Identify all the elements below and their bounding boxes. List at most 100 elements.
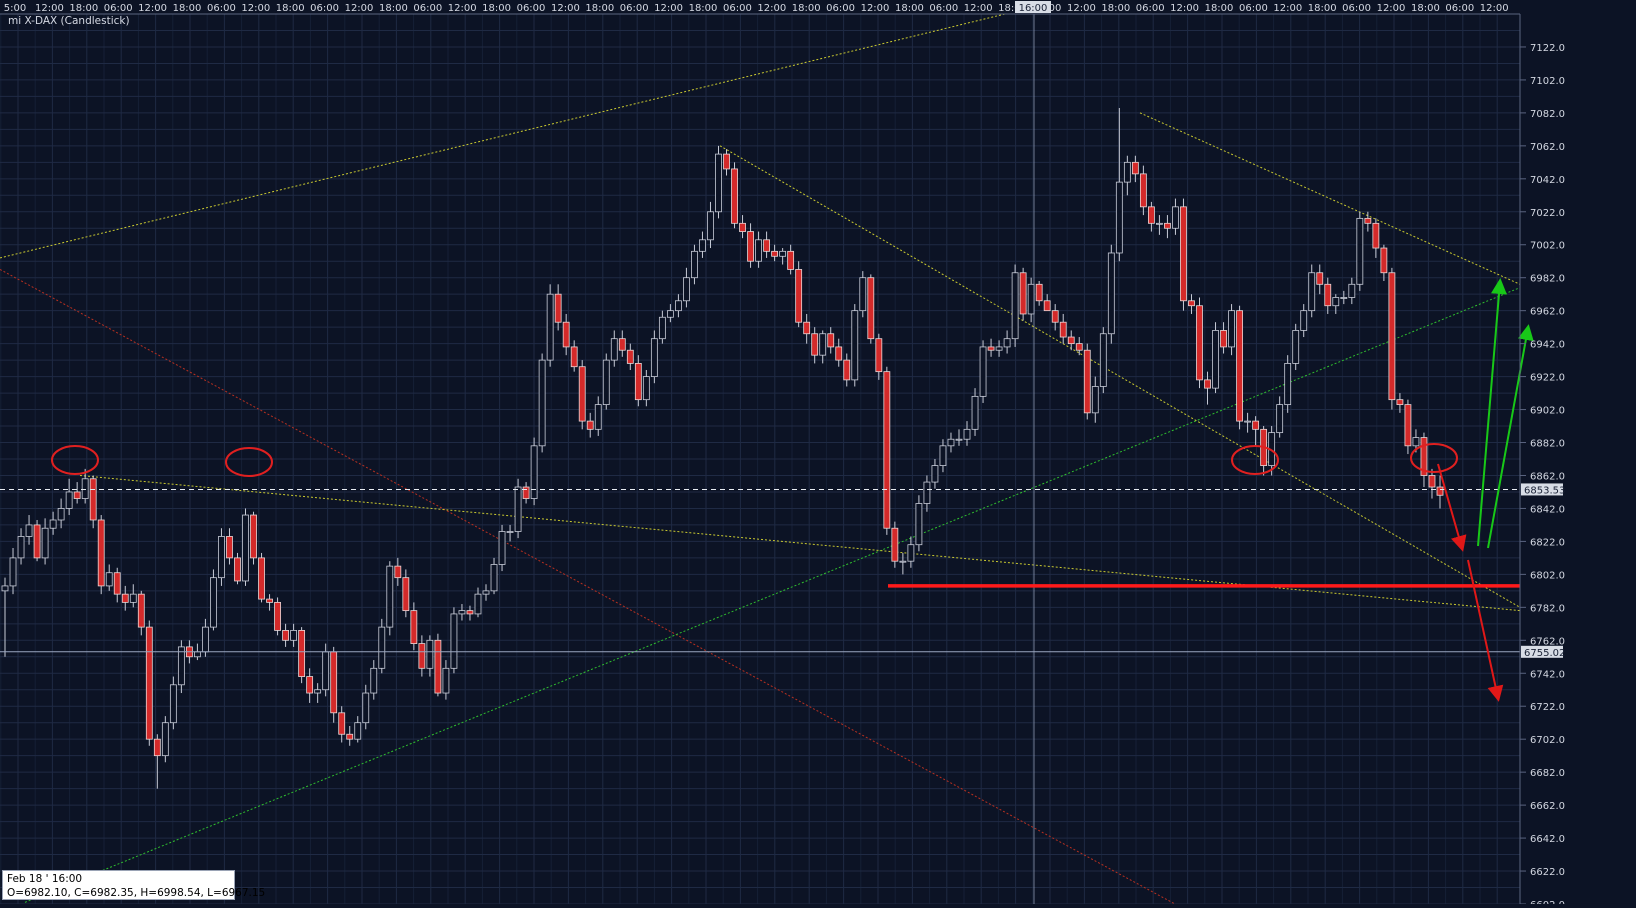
x-tick-label: 18:00 bbox=[1308, 3, 1337, 14]
candle-down bbox=[234, 557, 241, 582]
ohlc-info-box: Feb 18 ' 16:00 O=6982.10, C=6982.35, H=6… bbox=[2, 870, 266, 900]
y-tick-label: 6682.0 bbox=[1530, 768, 1565, 779]
y-tick-label: 6922.0 bbox=[1530, 373, 1565, 384]
crosshair-time-tag bbox=[1015, 1, 1051, 13]
candle-down bbox=[1396, 399, 1404, 406]
candle-up bbox=[642, 376, 650, 401]
candle-down bbox=[121, 593, 129, 603]
current-price-tag bbox=[1521, 483, 1563, 496]
x-tick-label: 06:00 bbox=[826, 3, 855, 14]
candle-up bbox=[1348, 283, 1356, 298]
candle-up bbox=[105, 572, 113, 587]
candle-down bbox=[466, 610, 474, 615]
candle-up bbox=[506, 531, 514, 533]
x-tick-label: 06:00 bbox=[1136, 3, 1165, 14]
candle-up bbox=[1244, 420, 1251, 423]
rising-green-trend-line bbox=[24, 287, 1521, 903]
candle-up bbox=[1003, 338, 1011, 348]
candle-up bbox=[290, 630, 298, 641]
candle-up bbox=[1300, 310, 1308, 331]
candle-up bbox=[530, 445, 538, 499]
candle-down bbox=[618, 338, 626, 351]
x-tick-label: 06:00 bbox=[723, 3, 752, 14]
candle-up bbox=[683, 277, 690, 302]
candle-down bbox=[1420, 437, 1428, 476]
x-tick-label: 18:00 bbox=[585, 3, 614, 14]
candle-up bbox=[755, 239, 762, 262]
x-tick-label: 18:00 bbox=[689, 3, 718, 14]
candle-down bbox=[1019, 272, 1027, 315]
candle-up bbox=[362, 692, 370, 724]
candle-up bbox=[370, 667, 378, 694]
x-axis: 5:00 12:00 18:00 06:00 12:00 18:00 06:00 12:00 1… bbox=[0, 0, 1636, 15]
candle-up bbox=[474, 593, 482, 615]
x-tick-label: 12:00 bbox=[757, 3, 786, 14]
candle-up bbox=[1332, 297, 1340, 307]
candle-up bbox=[169, 684, 177, 724]
candle-up bbox=[57, 508, 65, 521]
candle-up bbox=[1412, 437, 1420, 447]
candle-down bbox=[1324, 283, 1332, 307]
candle-up bbox=[177, 646, 185, 686]
candle-down bbox=[522, 486, 530, 499]
x-tick-label: 5:00 bbox=[4, 3, 26, 14]
candle-down bbox=[266, 598, 273, 603]
x-tick-label: 12:00 bbox=[964, 3, 993, 14]
y-tick-label: 7062.0 bbox=[1530, 142, 1565, 153]
candle-up bbox=[915, 503, 923, 546]
candle-down bbox=[330, 651, 338, 714]
y-tick-label: 6902.0 bbox=[1530, 406, 1565, 417]
x-tick-label: 18:00 bbox=[1205, 3, 1234, 14]
candle-down bbox=[803, 321, 811, 335]
y-tick-label: 7122.0 bbox=[1530, 43, 1565, 54]
candle-up bbox=[538, 359, 546, 447]
x-tick-label: 06:00 bbox=[1342, 3, 1371, 14]
candle-up bbox=[1107, 252, 1115, 335]
candle-down bbox=[73, 491, 81, 499]
x-tick-label: 12:00 bbox=[241, 3, 270, 14]
candle-down bbox=[258, 557, 265, 600]
candle-up bbox=[202, 626, 209, 653]
highlight-circle bbox=[51, 445, 99, 475]
candle-up bbox=[666, 310, 674, 318]
y-tick-label: 6842.0 bbox=[1530, 504, 1565, 515]
highlight-circle bbox=[225, 447, 273, 477]
x-tick-label: 12:00 bbox=[551, 3, 580, 14]
candle-up bbox=[490, 564, 498, 592]
candle-down bbox=[1372, 222, 1380, 249]
y-tick-label: 6942.0 bbox=[1530, 340, 1565, 351]
chart-title: mi X-DAX (Candlestick) bbox=[8, 15, 130, 27]
ohlc-values: O=6982.10, C=6982.35, H=6998.54, L=6967.… bbox=[7, 887, 266, 899]
candle-down bbox=[1196, 305, 1203, 381]
y-tick-label: 7042.0 bbox=[1530, 175, 1565, 186]
candle-down bbox=[145, 626, 153, 740]
candle-down bbox=[153, 738, 161, 757]
x-tick-label: 06:00 bbox=[413, 3, 442, 14]
y-tick-label: 6722.0 bbox=[1530, 702, 1565, 713]
candle-up bbox=[995, 346, 1003, 351]
x-tick-label: 12:00 bbox=[1273, 3, 1302, 14]
y-tick-label: 6642.0 bbox=[1530, 834, 1565, 845]
candle-down bbox=[747, 231, 754, 262]
candle-up bbox=[1156, 222, 1163, 225]
candle-down bbox=[434, 639, 442, 694]
candle-up bbox=[923, 481, 931, 504]
candle-up bbox=[1027, 283, 1035, 315]
candle-up bbox=[41, 527, 49, 559]
candle-up bbox=[314, 689, 322, 694]
y-tick-label: 6762.0 bbox=[1530, 636, 1565, 647]
candle-up bbox=[899, 560, 907, 563]
candle-down bbox=[1180, 206, 1187, 302]
candle-up bbox=[9, 557, 17, 587]
candle-down bbox=[1404, 404, 1412, 447]
candle-down bbox=[1035, 283, 1043, 302]
candle-down bbox=[835, 346, 843, 361]
candle-down bbox=[578, 366, 586, 422]
candle-down bbox=[1147, 206, 1155, 224]
candle-up bbox=[1308, 272, 1316, 312]
candle-down bbox=[274, 601, 281, 631]
candle-up bbox=[939, 445, 947, 466]
candle-down bbox=[97, 519, 105, 587]
